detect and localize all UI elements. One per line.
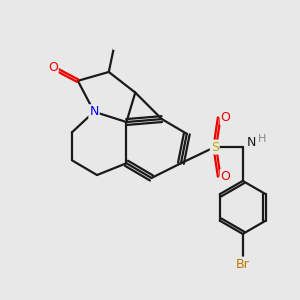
- Text: N: N: [246, 136, 256, 149]
- Text: O: O: [221, 111, 231, 124]
- Text: S: S: [211, 141, 219, 154]
- Text: H: H: [258, 134, 266, 144]
- Text: O: O: [221, 170, 231, 183]
- Text: Br: Br: [236, 258, 250, 271]
- Text: O: O: [48, 61, 58, 74]
- Text: N: N: [89, 105, 99, 118]
